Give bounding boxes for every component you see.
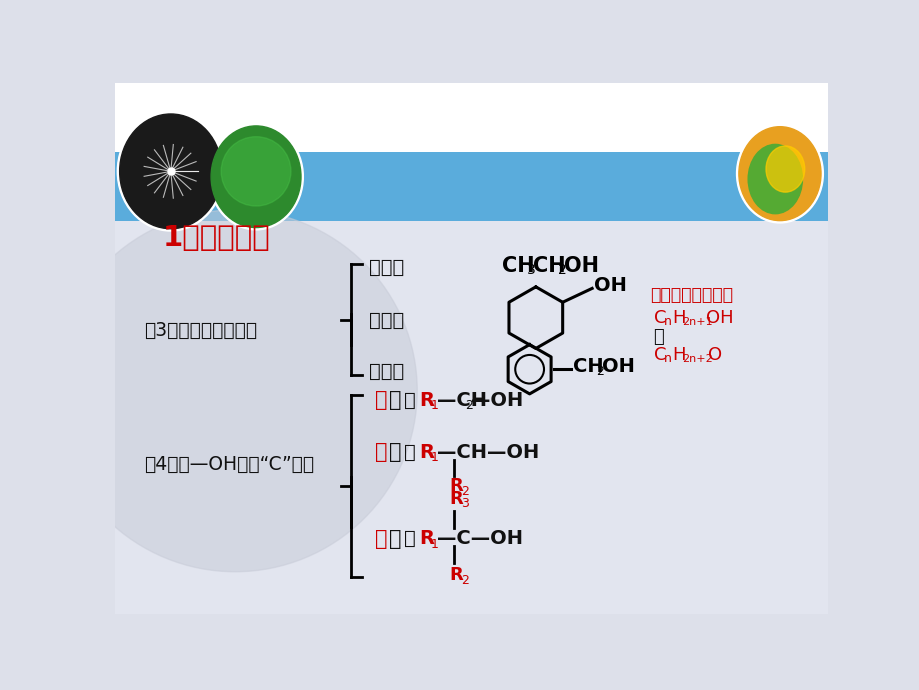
Text: 3: 3 xyxy=(526,263,535,277)
Text: 脂肪醇: 脂肪醇 xyxy=(369,258,404,277)
Text: 仲: 仲 xyxy=(374,442,387,462)
Text: —CH—OH: —CH—OH xyxy=(437,443,539,462)
Text: ：: ： xyxy=(403,443,415,462)
Text: 叔: 叔 xyxy=(374,529,387,549)
Text: R: R xyxy=(449,566,463,584)
Text: R: R xyxy=(418,391,434,410)
Text: （3）根据烃基类别分: （3）根据烃基类别分 xyxy=(144,322,257,340)
Text: H: H xyxy=(672,346,685,364)
Text: OH: OH xyxy=(594,276,627,295)
Text: ：: ： xyxy=(403,529,415,548)
Ellipse shape xyxy=(210,126,301,228)
Ellipse shape xyxy=(766,146,804,192)
Text: R: R xyxy=(418,529,434,548)
Ellipse shape xyxy=(221,137,290,206)
Text: 3: 3 xyxy=(461,497,469,511)
Text: C: C xyxy=(652,346,665,364)
Circle shape xyxy=(53,210,417,572)
FancyBboxPatch shape xyxy=(115,152,827,614)
Text: CH: CH xyxy=(573,357,603,377)
Text: 2n+1: 2n+1 xyxy=(682,317,712,327)
Ellipse shape xyxy=(736,124,823,223)
Text: CH: CH xyxy=(502,256,535,276)
Text: （4）按—OH所连“C”类型: （4）按—OH所连“C”类型 xyxy=(144,455,314,473)
Ellipse shape xyxy=(118,112,224,231)
Ellipse shape xyxy=(747,144,801,214)
FancyBboxPatch shape xyxy=(115,152,827,221)
Text: —CH: —CH xyxy=(437,391,486,410)
Text: 2: 2 xyxy=(461,485,469,498)
Text: 2: 2 xyxy=(465,399,472,412)
Text: —OH: —OH xyxy=(471,391,523,410)
Text: OH: OH xyxy=(706,308,733,326)
Text: 醇: 醇 xyxy=(388,390,401,410)
Text: 醇: 醇 xyxy=(388,529,401,549)
Text: 1: 1 xyxy=(430,399,437,412)
Text: 1: 1 xyxy=(430,538,437,551)
Text: 或: 或 xyxy=(652,328,664,346)
Text: CH: CH xyxy=(533,256,565,276)
Text: n: n xyxy=(663,315,671,328)
FancyBboxPatch shape xyxy=(115,83,827,152)
Ellipse shape xyxy=(209,124,303,230)
Text: R: R xyxy=(449,490,463,508)
Text: O: O xyxy=(707,346,721,364)
Ellipse shape xyxy=(738,127,820,221)
Text: C: C xyxy=(652,308,665,326)
Text: n: n xyxy=(663,352,671,365)
Text: 2: 2 xyxy=(557,263,566,277)
Text: 2: 2 xyxy=(596,365,604,378)
Text: 饱和一元醇通式：: 饱和一元醇通式： xyxy=(649,286,732,304)
Text: OH: OH xyxy=(563,256,598,276)
Text: 伯: 伯 xyxy=(374,390,387,410)
Text: —C—OH: —C—OH xyxy=(437,529,522,548)
Text: H: H xyxy=(672,308,685,326)
Text: 醇: 醇 xyxy=(388,442,401,462)
Text: ：: ： xyxy=(403,391,415,410)
Text: 1、醇的分类: 1、醇的分类 xyxy=(163,224,270,253)
Text: R: R xyxy=(449,477,463,495)
Text: OH: OH xyxy=(601,357,634,377)
Text: 2n+2: 2n+2 xyxy=(682,354,712,364)
Text: R: R xyxy=(418,443,434,462)
Ellipse shape xyxy=(119,114,221,228)
Text: 芳香醇: 芳香醇 xyxy=(369,362,404,381)
Text: 1: 1 xyxy=(430,451,437,464)
Text: 脂环醇: 脂环醇 xyxy=(369,310,404,329)
Text: 2: 2 xyxy=(461,573,469,586)
